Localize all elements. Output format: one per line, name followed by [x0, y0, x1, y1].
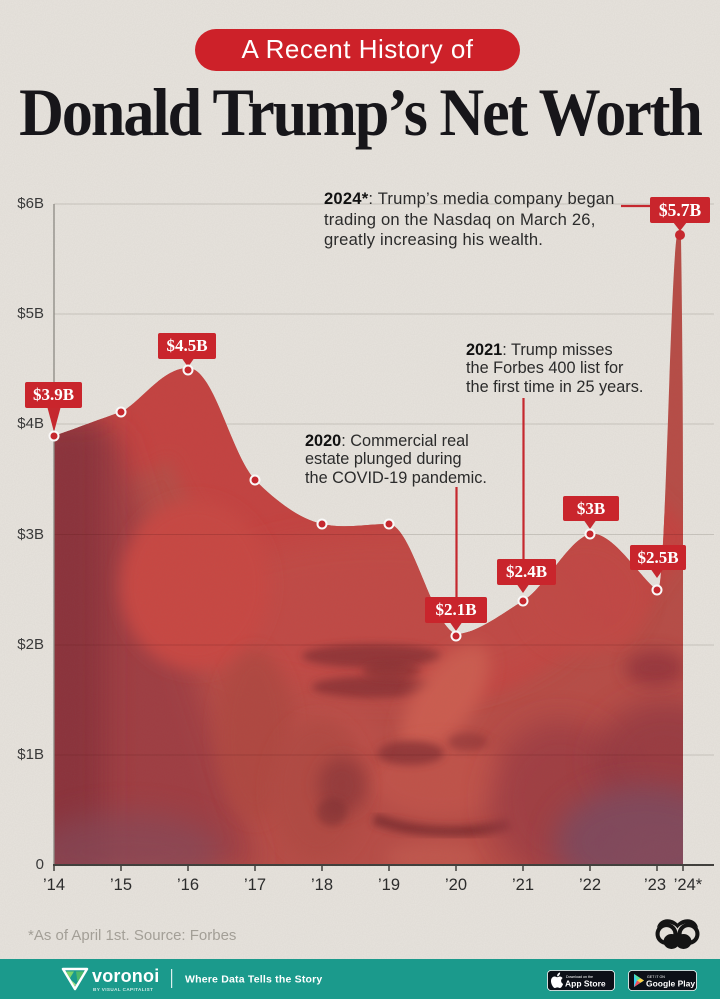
svg-text:GET IT ON: GET IT ON — [647, 975, 665, 979]
svg-text:BY VISUAL CAPITALIST: BY VISUAL CAPITALIST — [93, 987, 153, 992]
svg-text:Where Data Tells the Story: Where Data Tells the Story — [185, 974, 322, 986]
svg-text:Google Play: Google Play — [646, 979, 695, 989]
svg-text:Download on the: Download on the — [566, 975, 593, 979]
svg-text:voronoi: voronoi — [92, 966, 159, 986]
svg-text:App Store: App Store — [565, 979, 606, 989]
